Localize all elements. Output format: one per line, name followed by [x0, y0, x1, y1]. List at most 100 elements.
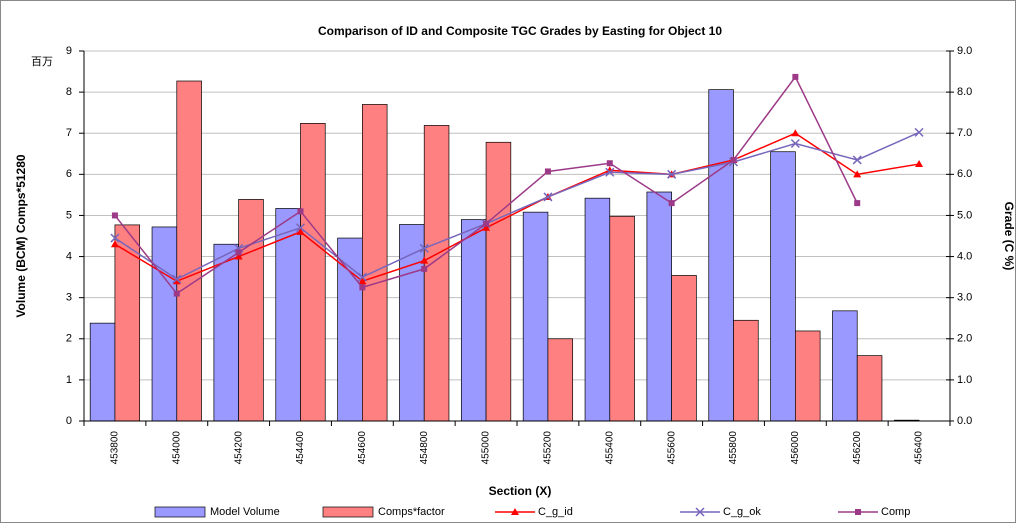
legend-marker: [511, 508, 519, 515]
y-tick-label: 6: [66, 168, 72, 180]
x-axis-title: Section (X): [489, 484, 552, 498]
marker: [854, 200, 861, 207]
y2-tick-label: 7.0: [957, 127, 972, 139]
y-tick-label: 5: [66, 209, 72, 221]
x-tick-label: 456000: [790, 431, 801, 465]
marker: [110, 233, 120, 243]
marker: [792, 73, 799, 80]
marker: [791, 129, 800, 137]
legend-label: C_g_ok: [723, 506, 761, 518]
bar: [362, 104, 388, 422]
marker: [914, 127, 924, 137]
x-tick-label: 455800: [728, 431, 739, 465]
bar: [460, 219, 487, 422]
y-tick-label: 9: [66, 45, 72, 57]
marker: [357, 272, 367, 282]
marker: [605, 166, 614, 174]
bar: [856, 355, 883, 422]
marker: [730, 156, 737, 163]
bar: [275, 208, 301, 422]
marker: [482, 223, 491, 231]
marker: [359, 284, 366, 291]
y2-axis-title: Grade (C %): [1002, 202, 1016, 271]
marker: [853, 170, 862, 178]
marker: [668, 200, 675, 207]
bar: [708, 89, 734, 422]
y2-tick-label: 1.0: [957, 374, 972, 386]
x-tick-label: 454400: [295, 431, 306, 465]
marker: [915, 160, 924, 168]
x-tick-label: 455400: [604, 431, 615, 465]
marker: [358, 277, 367, 285]
legend-label: Comps*factor: [378, 506, 445, 518]
y-tick-label: 8: [66, 86, 72, 98]
marker: [852, 155, 862, 165]
marker: [235, 249, 242, 256]
marker: [297, 208, 304, 215]
bar: [547, 338, 574, 422]
marker: [111, 212, 118, 219]
y-tick-label: 3: [66, 292, 72, 304]
x-tick-label: 455200: [543, 431, 554, 465]
bar: [522, 211, 549, 422]
marker: [605, 167, 615, 177]
y2-tick-label: 6.0: [957, 168, 972, 180]
marker: [296, 227, 305, 235]
y2-tick-label: 2.0: [957, 333, 972, 345]
line: [114, 132, 920, 283]
bar: [337, 237, 363, 422]
bar: [646, 191, 672, 422]
y2-tick-label: 9.0: [957, 45, 972, 57]
x-tick-label: 453800: [110, 431, 121, 465]
bar: [733, 319, 759, 422]
bar: [671, 275, 697, 422]
legend-marker: [855, 509, 861, 515]
legend-label: Comp: [881, 506, 910, 518]
bar: [89, 322, 116, 422]
x-tick-label: 456400: [914, 431, 925, 465]
y-tick-label: 2: [66, 333, 72, 345]
bar: [151, 226, 178, 422]
y2-tick-label: 0.0: [957, 415, 972, 427]
x-tick-label: 456200: [852, 431, 863, 465]
bar: [770, 151, 796, 422]
x-tick-label: 455600: [666, 431, 677, 465]
marker: [543, 192, 553, 202]
bar: [300, 123, 326, 422]
x-tick-label: 454800: [419, 431, 430, 465]
chart-title: Comparison of ID and Composite TGC Grade…: [318, 24, 722, 38]
marker: [419, 243, 429, 253]
legend-marker: [695, 507, 705, 517]
bar: [238, 199, 264, 422]
marker: [544, 168, 551, 175]
bar: [213, 243, 239, 422]
y-tick-label: 4: [66, 250, 72, 262]
y-tick-label: 1: [66, 374, 72, 386]
y-tick-label: 0: [66, 415, 72, 427]
x-tick-label: 454200: [233, 431, 244, 465]
bar: [609, 215, 635, 422]
marker: [295, 223, 306, 233]
marker: [421, 265, 428, 272]
legend-swatch: [154, 506, 206, 518]
bar: [423, 125, 450, 422]
x-tick-label: 455000: [481, 431, 492, 465]
marker: [606, 160, 613, 167]
y-axis-title: Volume (BCM) Comps*51280: [14, 154, 28, 317]
marker: [790, 138, 800, 149]
y-tick-label: 7: [66, 127, 72, 139]
y2-tick-label: 4.0: [957, 250, 972, 262]
marker: [483, 220, 490, 227]
bar: [584, 197, 611, 422]
bar: [485, 141, 512, 422]
bar: [176, 80, 202, 422]
y2-tick-label: 3.0: [957, 292, 972, 304]
legend-label: Model Volume: [210, 506, 280, 518]
y2-tick-label: 5.0: [957, 209, 972, 221]
legend-swatch: [322, 506, 374, 518]
marker: [420, 256, 429, 264]
legend-label: C_g_id: [538, 506, 573, 518]
y-unit-label: 百万: [31, 56, 53, 68]
marker: [172, 274, 182, 284]
marker: [110, 240, 119, 248]
